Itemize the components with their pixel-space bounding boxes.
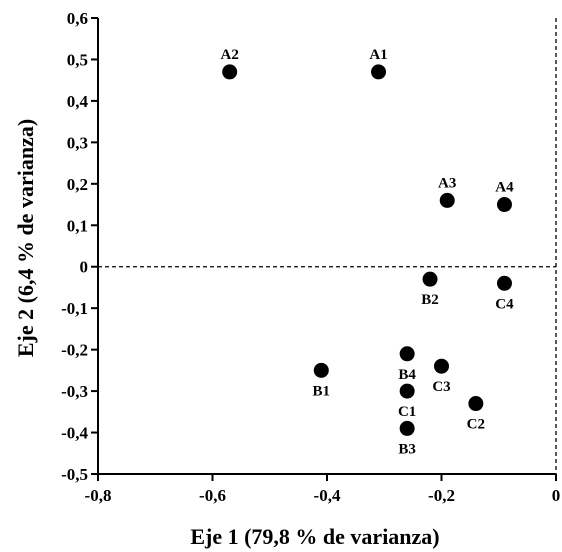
data-point-c2 — [468, 396, 484, 412]
x-tick-label: 0 — [552, 486, 561, 505]
point-label-b4: B4 — [398, 367, 416, 383]
data-points: A1 A2 A3 A4 B1 B2 B3 B4 C1 C2 C3 C4 — [221, 47, 515, 458]
x-tick-label: -0,4 — [314, 486, 341, 505]
point-label-b1: B1 — [313, 383, 331, 399]
data-point-a4 — [496, 197, 512, 213]
y-tick-label: -0,5 — [61, 465, 88, 484]
point-label-c2: C2 — [467, 417, 485, 433]
y-tick-label: -0,1 — [61, 299, 88, 318]
y-tick-label: -0,2 — [61, 341, 88, 360]
data-point-b2 — [422, 271, 438, 287]
y-tick-label: -0,3 — [61, 382, 88, 401]
y-tick-label: 0,3 — [67, 133, 88, 152]
data-point-c4 — [496, 275, 512, 291]
data-point-c3 — [434, 358, 449, 374]
reference-lines — [98, 18, 557, 474]
y-tick-label: 0,5 — [67, 50, 88, 69]
x-axis-title: Eje 1 (79,8 % de varianza) — [190, 524, 439, 549]
point-label-a1: A1 — [369, 47, 387, 63]
point-label-a2: A2 — [221, 47, 239, 63]
x-tick-label: -0,8 — [85, 486, 112, 505]
point-label-b2: B2 — [421, 292, 439, 308]
data-point-a3 — [439, 192, 455, 208]
point-label-a4: A4 — [495, 180, 514, 196]
y-axis-ticks: 0,6 0,5 0,4 0,3 0,2 0,1 0 -0,1 -0,2 -0,3 -0,4 -0,5 — [61, 9, 98, 484]
y-axis-title: Eje 2 (6,4 % de varianza) — [13, 119, 38, 357]
x-tick-label: -0,6 — [199, 486, 226, 505]
x-axis-ticks: -0,8 -0,6 -0,4 -0,2 0 — [85, 474, 561, 505]
data-point-a1 — [371, 64, 387, 80]
y-tick-label: 0 — [80, 258, 89, 277]
x-tick-label: -0,2 — [428, 486, 455, 505]
data-point-b3 — [399, 420, 415, 436]
point-label-c3: C3 — [432, 379, 450, 395]
y-tick-label: 0,1 — [67, 216, 88, 235]
point-label-b3: B3 — [398, 441, 416, 457]
data-point-c1 — [399, 383, 415, 399]
plot-frame — [97, 18, 556, 475]
y-tick-label: 0,6 — [67, 9, 88, 28]
point-label-c1: C1 — [398, 404, 416, 420]
point-label-a3: A3 — [438, 175, 456, 191]
y-tick-label: 0,4 — [67, 92, 89, 111]
data-point-b1 — [313, 362, 329, 378]
data-point-b4 — [399, 346, 415, 362]
point-label-c4: C4 — [495, 296, 514, 312]
y-tick-label: -0,4 — [61, 424, 88, 443]
data-point-a2 — [222, 64, 238, 80]
y-tick-label: 0,2 — [67, 175, 88, 194]
